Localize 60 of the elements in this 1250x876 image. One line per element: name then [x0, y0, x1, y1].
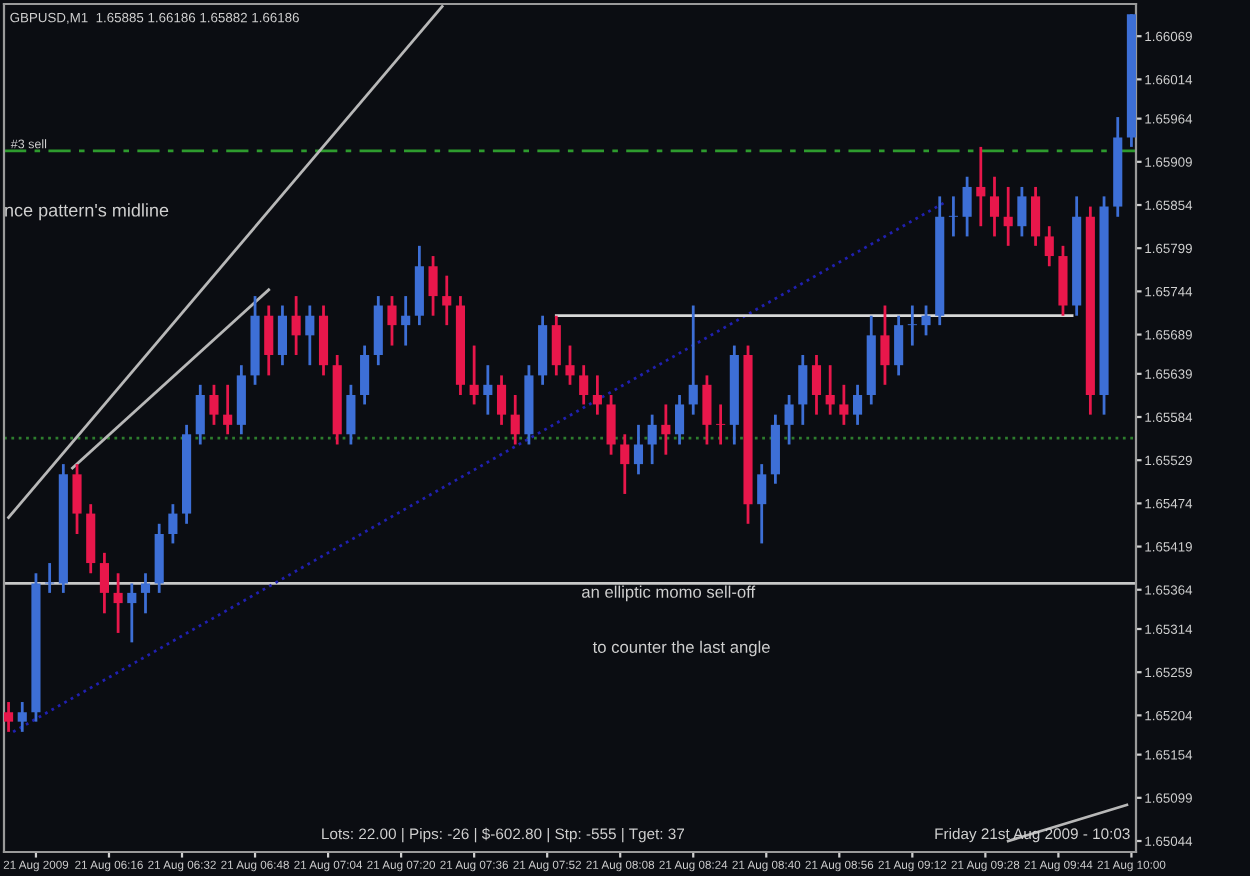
- candlestick: [401, 294, 411, 347]
- candlestick: [551, 314, 561, 377]
- candlestick: [825, 363, 835, 417]
- candlestick: [853, 383, 863, 427]
- candlestick: [496, 374, 507, 427]
- candlestick: [195, 383, 205, 446]
- candlestick: [305, 304, 315, 367]
- candlestick: [647, 413, 657, 466]
- candlestick: [716, 403, 726, 446]
- candlestick: [633, 423, 644, 476]
- candlestick: [921, 304, 931, 337]
- candlestick: [140, 571, 151, 615]
- candlestick: [606, 393, 616, 457]
- candlestick: [661, 403, 671, 457]
- candlestick: [387, 294, 397, 347]
- candlestick: [17, 700, 27, 734]
- candlestick: [209, 383, 219, 427]
- candlestick: [1017, 185, 1027, 238]
- candlestick: [1031, 185, 1041, 248]
- candlestick: [483, 363, 493, 417]
- candlestick: [880, 304, 890, 387]
- candlestick: [948, 194, 958, 238]
- candlestick: [510, 393, 520, 446]
- candlestick: [168, 502, 178, 545]
- candlestick: [127, 582, 137, 644]
- candlestick: [784, 393, 794, 446]
- candlestick: [688, 304, 698, 417]
- candlestick: [579, 363, 589, 406]
- candlestick: [291, 294, 301, 357]
- candlestick: [277, 304, 287, 367]
- candlestick: [4, 700, 14, 734]
- annotation: an elliptic momo sell-off: [582, 585, 756, 602]
- candlestick: [223, 383, 233, 436]
- annotation: to counter the last angle: [592, 640, 770, 657]
- candlestick: [72, 462, 82, 536]
- candlestick: [620, 432, 630, 496]
- candlestick: [264, 304, 274, 377]
- candlestick: [1003, 185, 1013, 248]
- candlestick: [592, 374, 602, 417]
- candlestick: [702, 374, 712, 446]
- candlestick: [907, 304, 917, 347]
- candlestick: [565, 344, 575, 387]
- annotation: nce pattern's midline: [5, 203, 169, 221]
- candlestick: [360, 344, 370, 406]
- candlestick: [99, 551, 109, 615]
- candlestick: [346, 383, 356, 446]
- candlestick: [894, 314, 904, 377]
- candlestick: [674, 393, 685, 446]
- candlestick: [811, 353, 822, 417]
- candlestick: [442, 274, 452, 327]
- candlestick: [839, 383, 849, 427]
- candlestick: [976, 145, 986, 228]
- candlestick: [1044, 224, 1054, 268]
- candlestick: [962, 175, 972, 238]
- candlestick: [757, 462, 767, 545]
- candlestick: [989, 175, 1000, 238]
- candlestick: [798, 353, 808, 427]
- candlestick: [113, 571, 123, 635]
- candlestick: [469, 344, 479, 406]
- candlestick: [428, 254, 438, 318]
